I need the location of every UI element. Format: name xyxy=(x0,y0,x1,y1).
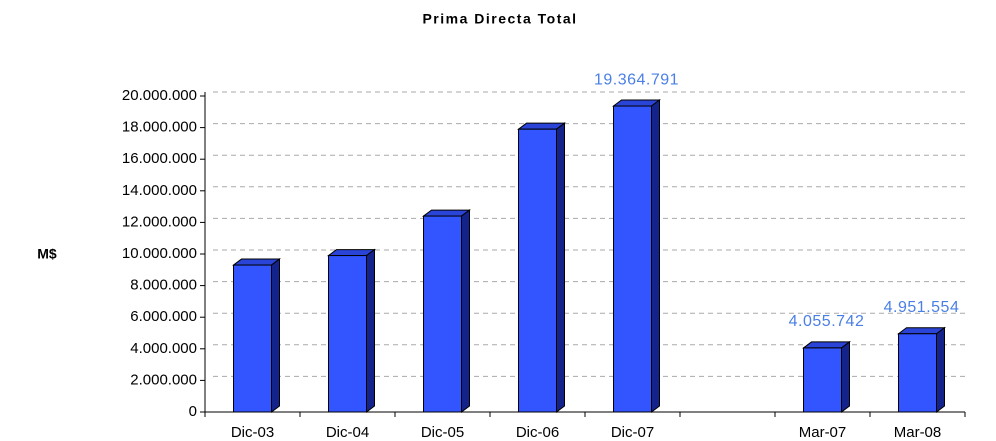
y-tick-label: 18.000.000 xyxy=(122,119,197,136)
x-tick-label: Dic-05 xyxy=(421,424,464,441)
bar-front xyxy=(898,333,937,413)
bar xyxy=(232,258,281,413)
y-tick-label: 20.000.000 xyxy=(122,87,197,104)
value-label: 19.364.791 xyxy=(594,71,679,88)
bar xyxy=(897,326,946,413)
y-axis-label: M$ xyxy=(37,246,57,262)
y-tick-label: 6.000.000 xyxy=(130,308,197,325)
bar xyxy=(516,122,567,413)
bar-side xyxy=(556,122,565,413)
x-tick-label: Dic-04 xyxy=(326,424,369,441)
y-tick-label: 8.000.000 xyxy=(130,277,197,294)
chart-title: Prima Directa Total xyxy=(422,11,577,27)
bar-front xyxy=(803,347,842,413)
value-label: 4.055.742 xyxy=(789,313,865,330)
y-tick-label: 4.000.000 xyxy=(130,340,197,357)
bar-side xyxy=(936,326,945,413)
x-tick-label: Dic-06 xyxy=(516,424,559,441)
y-tick-label: 10.000.000 xyxy=(122,245,197,262)
value-label: 4.951.554 xyxy=(884,299,960,316)
y-tick-label: 14.000.000 xyxy=(122,182,197,199)
y-tick-label: 0 xyxy=(189,403,197,420)
y-tick-label: 2.000.000 xyxy=(130,371,197,388)
x-tick-label: Dic-07 xyxy=(611,424,654,441)
bar-side xyxy=(651,99,660,413)
bar-side xyxy=(271,258,280,413)
bar-front xyxy=(233,264,272,413)
bar xyxy=(802,340,851,413)
bar-front xyxy=(613,105,652,413)
y-tick-label: 16.000.000 xyxy=(122,150,197,167)
bar-front xyxy=(518,128,557,413)
y-tick-label: 12.000.000 xyxy=(122,213,197,230)
bar xyxy=(422,209,471,413)
x-tick-label: Dic-03 xyxy=(231,424,274,441)
bar-side xyxy=(841,340,850,413)
bar-front xyxy=(423,215,462,413)
bar-front xyxy=(328,255,367,413)
bar-side xyxy=(366,248,375,413)
bar xyxy=(612,99,661,413)
x-tick-label: Mar-08 xyxy=(894,424,942,441)
x-tick-label: Mar-07 xyxy=(799,424,847,441)
bar xyxy=(327,248,376,413)
bar-side xyxy=(461,209,470,413)
